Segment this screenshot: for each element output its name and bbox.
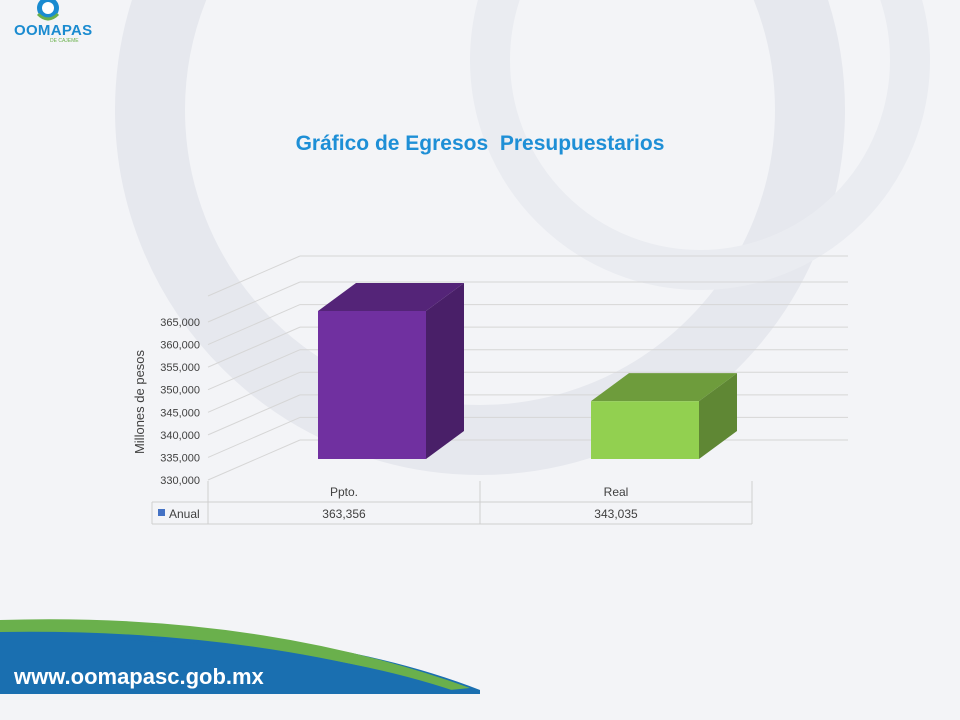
footer-url[interactable]: www.oomapasc.gob.mx [14, 664, 264, 689]
y-axis-label: Millones de pesos [132, 349, 147, 454]
bar-side-face [699, 373, 737, 459]
side-wall-gridline [207, 304, 301, 346]
footer-swoosh-green [0, 619, 470, 690]
side-wall-gridline [207, 349, 301, 391]
bar-top-face [318, 283, 464, 311]
bar-front-face [318, 311, 426, 459]
oomapas-logo [10, 0, 90, 44]
slide-title: Gráfico de Egresos Presupuestarios [295, 132, 665, 155]
legend-key-anual [158, 509, 165, 516]
side-wall-gridline [207, 281, 301, 323]
side-wall-gridline [207, 371, 301, 413]
data-table-value: 363,356 [322, 507, 366, 521]
y-tick-label: 335,000 [160, 452, 200, 464]
bar-side-face [426, 283, 464, 459]
y-tick-label: 350,000 [160, 385, 200, 397]
bar-top-face [591, 373, 737, 402]
footer-bottom-strip [0, 694, 960, 720]
logo-text: OOMAPAS [14, 22, 93, 39]
y-tick-label: 330,000 [160, 475, 200, 487]
y-tick-label: 340,000 [160, 430, 200, 442]
bar-front-face [591, 401, 699, 459]
bar-ppto [318, 283, 464, 459]
bg-ring-decoration [470, 0, 930, 290]
side-wall-gridline [207, 394, 301, 436]
data-table-value: 343,035 [594, 507, 638, 521]
logo-subtext: DE CAJEME [50, 38, 79, 44]
legend-label-anual: Anual [169, 507, 200, 521]
y-tick-label: 345,000 [160, 407, 200, 419]
bar-real [591, 373, 737, 459]
side-wall-gridline [207, 439, 301, 481]
side-wall-gridline [207, 416, 301, 458]
side-wall-gridline [207, 326, 301, 368]
y-tick-label: 355,000 [160, 362, 200, 374]
x-category-label: Ppto. [330, 485, 358, 499]
y-tick-label: 365,000 [160, 317, 200, 329]
logo-drop-icon [36, 0, 60, 21]
x-category-label: Real [604, 485, 629, 499]
side-wall-gridline [207, 255, 301, 297]
y-tick-label: 360,000 [160, 340, 200, 352]
